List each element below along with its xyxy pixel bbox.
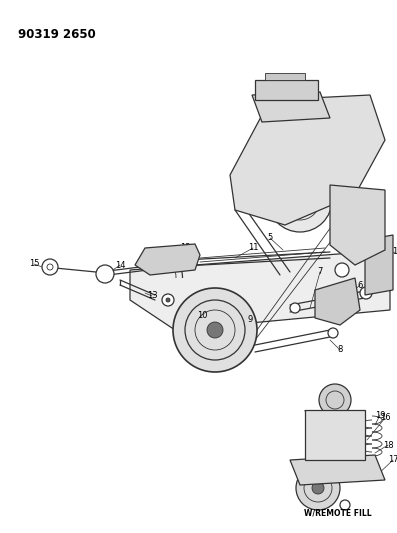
Circle shape (162, 294, 174, 306)
Text: 10: 10 (197, 311, 207, 320)
Polygon shape (365, 235, 393, 295)
Circle shape (319, 384, 351, 416)
Polygon shape (305, 410, 365, 460)
Circle shape (360, 287, 372, 299)
Circle shape (170, 252, 176, 258)
Text: 13: 13 (146, 292, 157, 301)
Polygon shape (252, 92, 330, 122)
Text: 9: 9 (247, 316, 252, 325)
Text: 4: 4 (351, 303, 357, 311)
Circle shape (292, 192, 308, 208)
Text: 1: 1 (392, 247, 397, 256)
Text: 19: 19 (375, 410, 385, 419)
Text: 11: 11 (248, 244, 258, 253)
Polygon shape (230, 95, 385, 225)
Polygon shape (290, 455, 385, 485)
Text: 90319 2650: 90319 2650 (18, 28, 96, 41)
Polygon shape (330, 185, 385, 265)
Circle shape (312, 482, 324, 494)
Polygon shape (315, 278, 360, 325)
Text: 5: 5 (267, 233, 273, 243)
Circle shape (268, 168, 332, 232)
Text: 12: 12 (180, 244, 190, 253)
Circle shape (372, 245, 386, 259)
Circle shape (166, 248, 180, 262)
Polygon shape (135, 244, 200, 275)
Polygon shape (265, 73, 305, 80)
Polygon shape (255, 80, 318, 100)
Circle shape (372, 273, 386, 287)
Polygon shape (130, 250, 390, 330)
Circle shape (328, 328, 338, 338)
Circle shape (42, 259, 58, 275)
Text: 7: 7 (317, 268, 323, 277)
Text: 18: 18 (383, 440, 393, 449)
Circle shape (296, 466, 340, 510)
Text: 17: 17 (388, 456, 397, 464)
Circle shape (96, 265, 114, 283)
Circle shape (207, 322, 223, 338)
Circle shape (340, 500, 350, 510)
Text: 15: 15 (29, 260, 39, 269)
Text: 6: 6 (357, 280, 363, 289)
Text: 19: 19 (378, 284, 388, 293)
Circle shape (336, 198, 380, 242)
Text: W/REMOTE FILL: W/REMOTE FILL (304, 508, 372, 518)
Circle shape (290, 303, 300, 313)
Circle shape (173, 288, 257, 372)
Text: 16: 16 (380, 414, 390, 423)
Text: 14: 14 (115, 261, 125, 270)
Circle shape (166, 298, 170, 302)
Circle shape (327, 292, 347, 312)
Circle shape (335, 263, 349, 277)
Circle shape (353, 215, 363, 225)
Text: 2: 2 (387, 262, 393, 271)
Text: 8: 8 (337, 345, 343, 354)
Text: 3: 3 (359, 233, 365, 243)
